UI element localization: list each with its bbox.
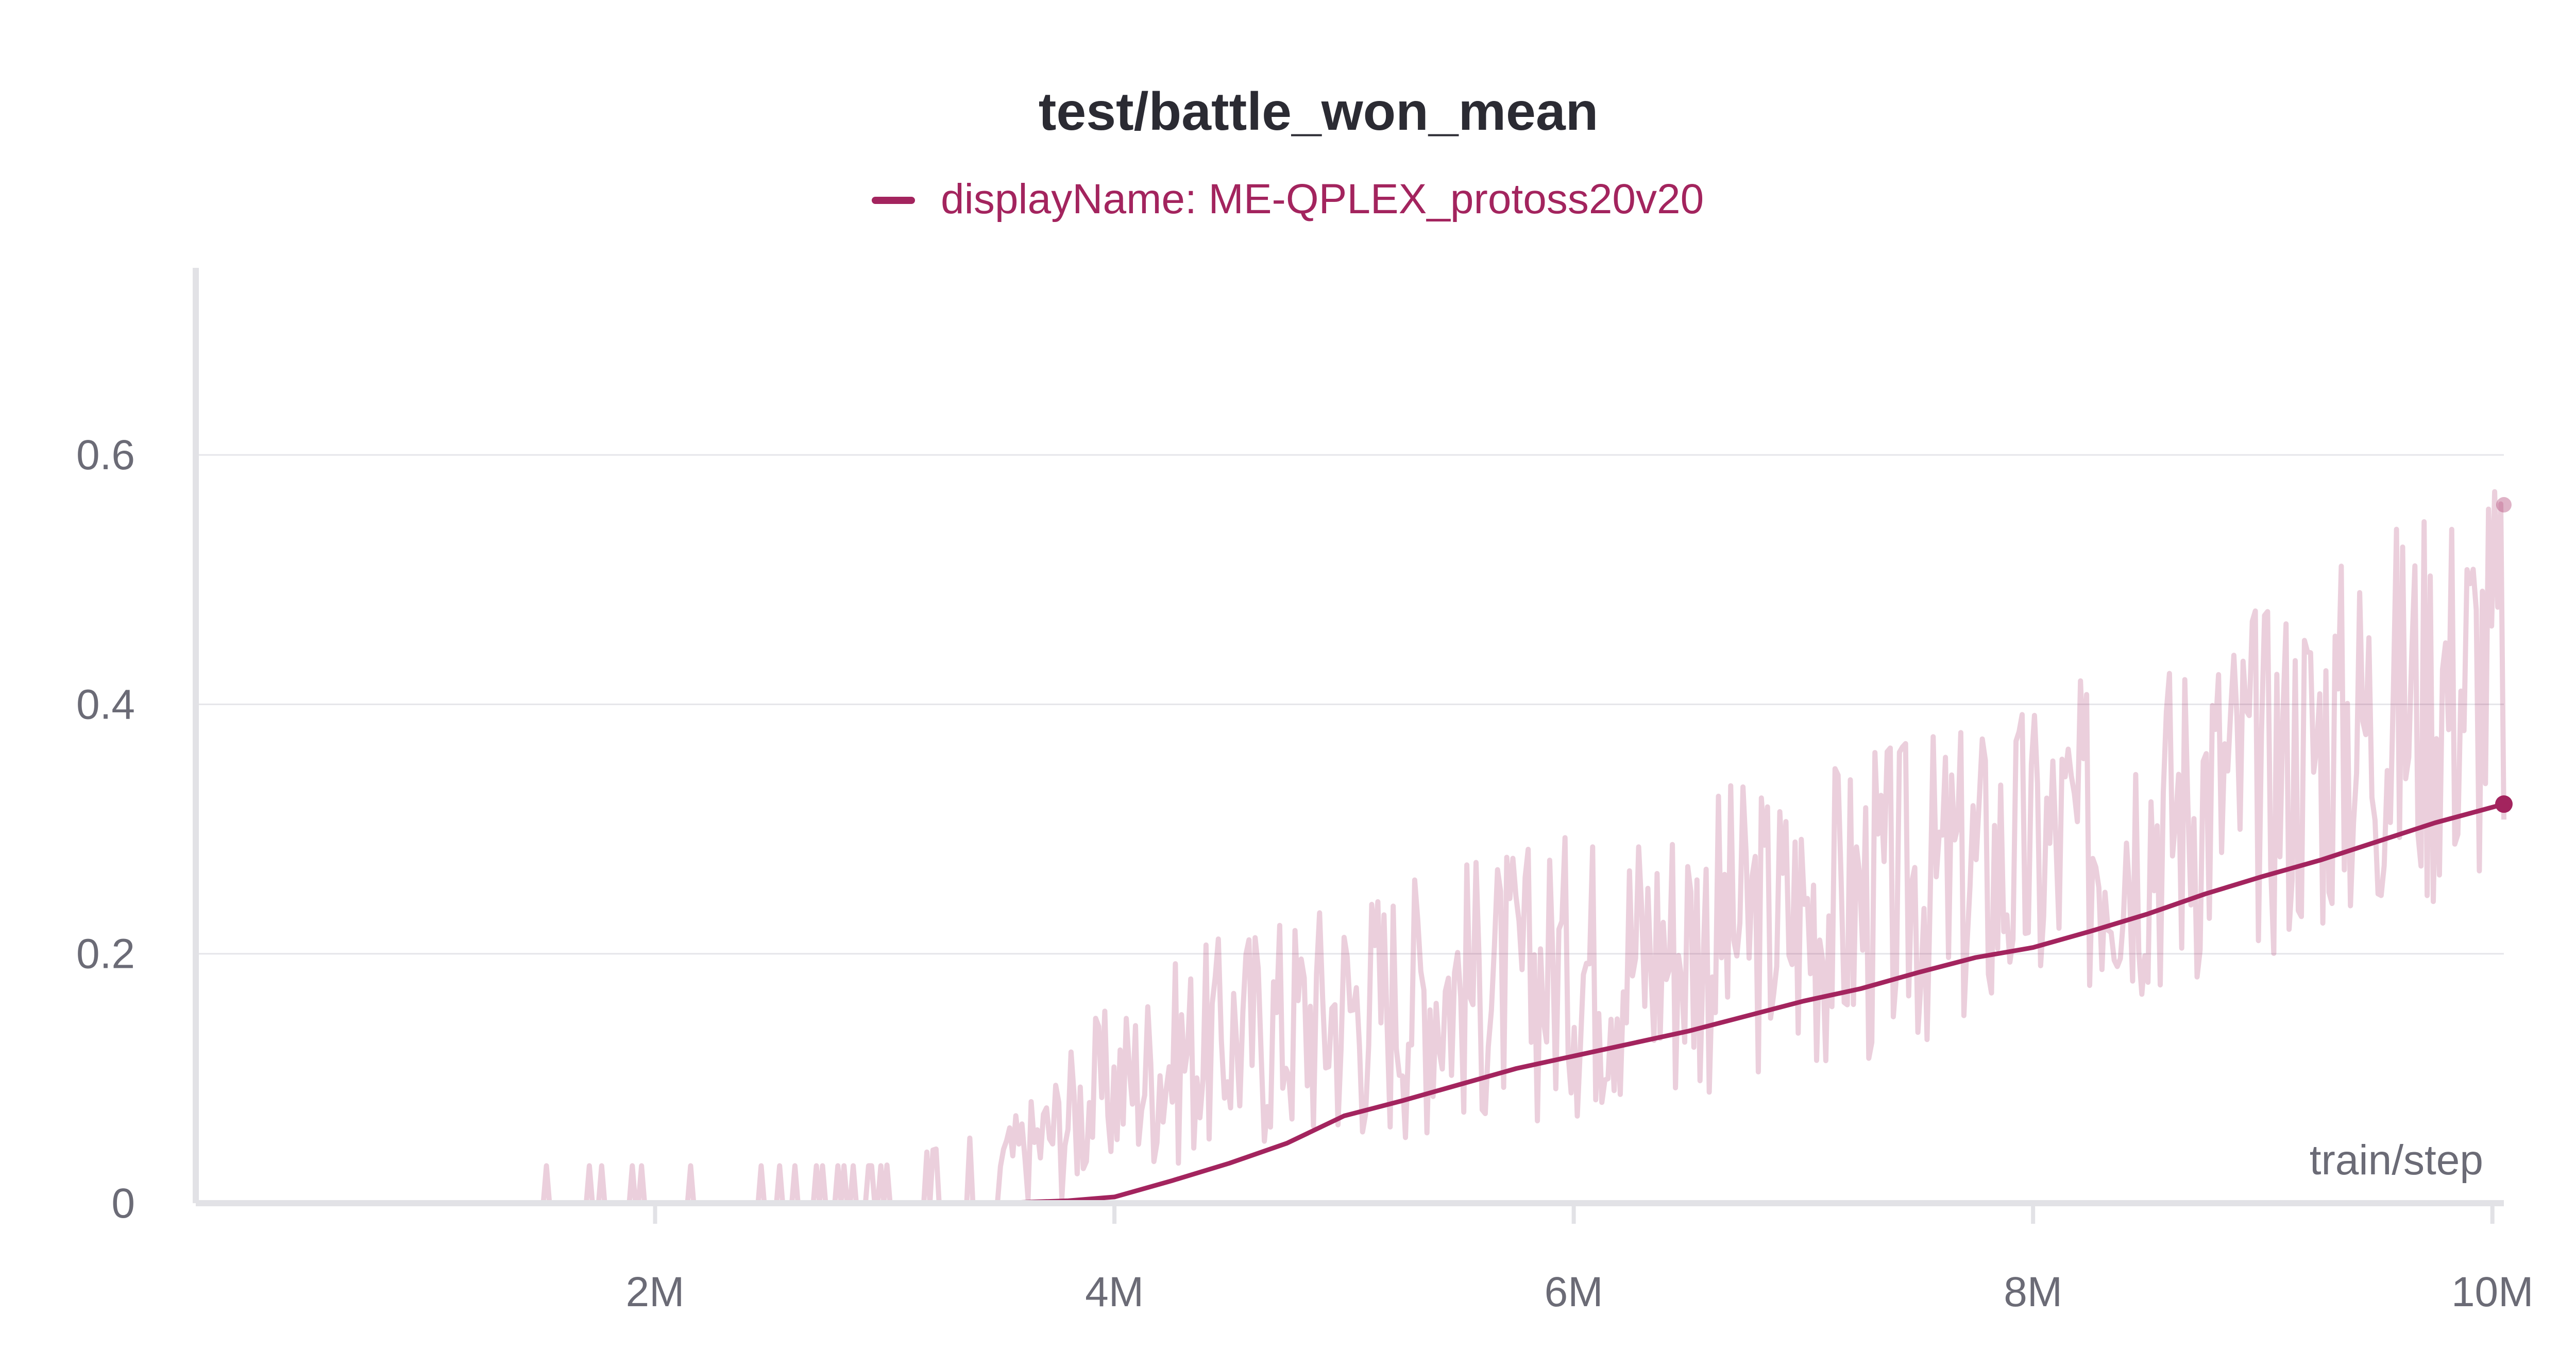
y-tick-label: 0.2	[76, 931, 135, 978]
legend-swatch	[872, 197, 915, 204]
smoothed-series	[997, 801, 2506, 1206]
axes	[193, 268, 2504, 1224]
legend[interactable]: displayName: ME-QPLEX_protoss20v20	[872, 176, 1704, 223]
raw-series-line	[540, 489, 2506, 1206]
legend-label: displayName: ME-QPLEX_protoss20v20	[941, 176, 1704, 223]
x-tick-label: 10M	[2451, 1269, 2534, 1315]
chart-title: test/battle_won_mean	[1039, 82, 1599, 142]
x-tick-label: 6M	[1545, 1269, 1603, 1315]
x-tick-labels: 2M 4M 6M 8M 10M	[626, 1269, 2534, 1315]
y-tick-label: 0.4	[76, 681, 135, 728]
last-smoothed-point	[2495, 795, 2513, 813]
end-markers	[2495, 497, 2513, 813]
y-tick-label: 0	[111, 1180, 135, 1227]
y-tick-labels: 0 0.2 0.4 0.6	[76, 432, 135, 1227]
x-axis-label: train/step	[2310, 1137, 2483, 1184]
last-raw-point	[2496, 497, 2512, 513]
x-tick-label: 4M	[1085, 1269, 1144, 1315]
smoothed-series-line	[997, 801, 2506, 1206]
raw-series	[540, 489, 2506, 1206]
grid-lines	[196, 454, 2504, 955]
x-tick-label: 2M	[626, 1269, 685, 1315]
x-tick-label: 8M	[2004, 1269, 2062, 1315]
y-tick-label: 0.6	[76, 432, 135, 478]
